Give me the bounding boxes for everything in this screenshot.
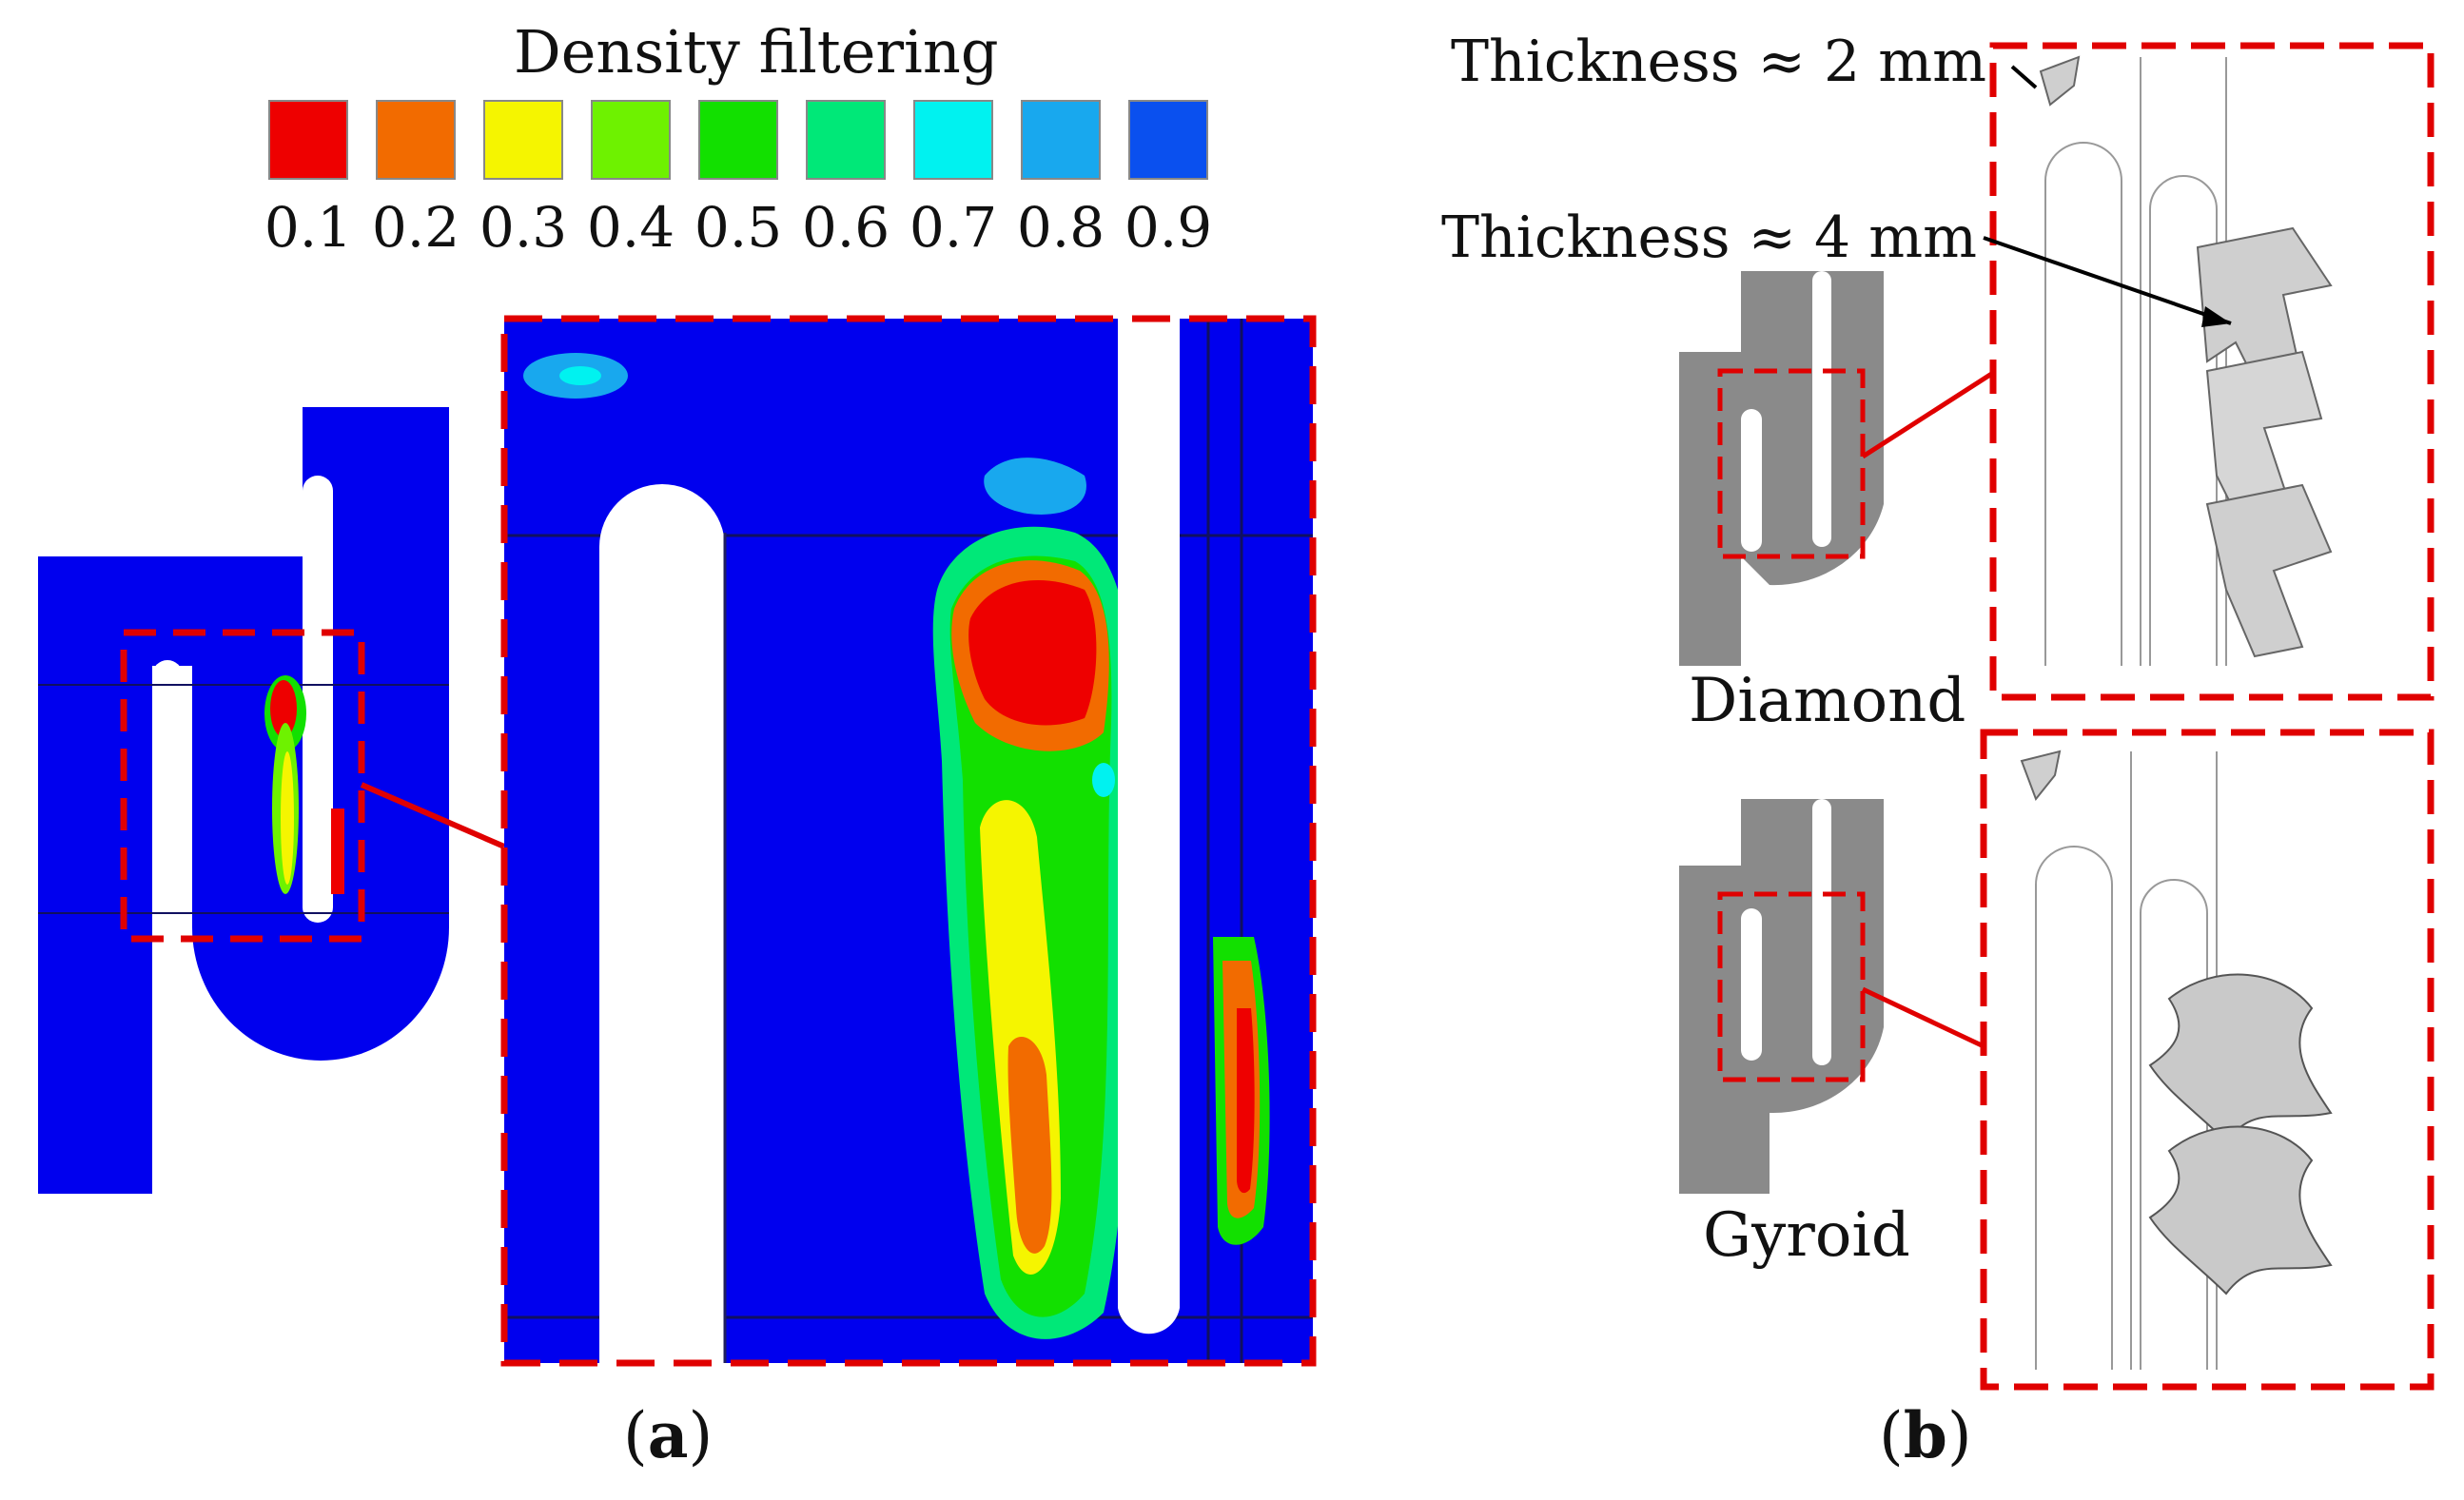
zoom-box-small (120, 629, 365, 943)
zoom-connector-a (360, 782, 506, 849)
caption-a-letter: a (647, 1398, 689, 1472)
panel-b-gyroid-part (1679, 729, 2435, 1391)
panel-a-zoom-view (500, 315, 1317, 1367)
label-gyroid: Gyroid (1703, 1200, 1910, 1271)
legend-swatch-8 (1021, 100, 1101, 180)
legend-label-3: 0.3 (479, 195, 568, 260)
caption-a-close: ) (688, 1399, 714, 1472)
legend-label-1: 0.1 (264, 195, 353, 260)
legend-label-4: 0.4 (586, 195, 675, 260)
legend-swatch-5 (698, 100, 778, 180)
label-diamond: Diamond (1689, 666, 1966, 736)
legend-swatch-4 (591, 100, 671, 180)
legend-label-2: 0.2 (371, 195, 460, 260)
legend-swatch-6 (806, 100, 886, 180)
caption-b: (b) (1879, 1398, 1972, 1472)
zoom-box-gyroid (1980, 729, 2435, 1391)
caption-b-open: ( (1879, 1399, 1904, 1472)
panel-a-small-part (38, 407, 506, 1194)
caption-b-letter: b (1903, 1398, 1947, 1472)
legend-title: Density filtering (514, 17, 999, 87)
legend-label-7: 0.7 (909, 195, 998, 260)
legend-swatch-9 (1128, 100, 1208, 180)
legend-swatch-2 (376, 100, 456, 180)
zoom-box-a (500, 315, 1317, 1367)
zoom-box-diamond (1989, 42, 2435, 701)
legend-swatch-3 (483, 100, 563, 180)
legend-label-5: 0.5 (694, 195, 783, 260)
caption-b-close: ) (1946, 1399, 1972, 1472)
caption-a-open: ( (623, 1399, 648, 1472)
annotation-thickness-2mm: Thickness ≈ 2 mm (1451, 29, 1986, 95)
legend-label-6: 0.6 (801, 195, 890, 260)
panel-b-diamond-part (1679, 42, 2435, 701)
legend-label-9: 0.9 (1124, 195, 1213, 260)
legend-label-8: 0.8 (1016, 195, 1105, 260)
legend-swatch-7 (913, 100, 993, 180)
annotation-thickness-4mm: Thickness ≈ 4 mm (1441, 205, 1977, 271)
legend-swatch-1 (268, 100, 348, 180)
caption-a: (a) (623, 1398, 713, 1472)
